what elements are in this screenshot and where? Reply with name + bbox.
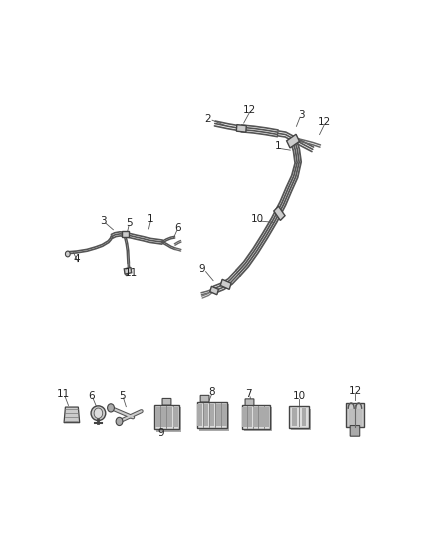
FancyBboxPatch shape [197, 403, 202, 426]
FancyBboxPatch shape [124, 268, 131, 274]
Text: 9: 9 [198, 264, 205, 274]
FancyBboxPatch shape [243, 407, 271, 431]
FancyBboxPatch shape [161, 407, 166, 427]
Text: 3: 3 [100, 216, 106, 226]
Text: 12: 12 [242, 105, 255, 115]
FancyBboxPatch shape [350, 425, 359, 436]
FancyBboxPatch shape [222, 403, 226, 426]
Text: 6: 6 [173, 223, 180, 233]
Circle shape [65, 251, 70, 257]
FancyBboxPatch shape [247, 407, 252, 427]
Text: 10: 10 [292, 391, 305, 401]
FancyBboxPatch shape [200, 395, 208, 402]
FancyBboxPatch shape [286, 134, 299, 148]
FancyBboxPatch shape [244, 399, 253, 406]
FancyBboxPatch shape [220, 279, 230, 289]
Text: 9: 9 [157, 427, 163, 438]
FancyBboxPatch shape [162, 399, 170, 405]
Text: 12: 12 [347, 386, 361, 397]
Text: 5: 5 [125, 218, 132, 228]
FancyBboxPatch shape [291, 408, 296, 425]
Text: 7: 7 [245, 389, 251, 399]
FancyBboxPatch shape [203, 403, 208, 426]
Text: 12: 12 [317, 117, 330, 127]
Text: 4: 4 [74, 254, 80, 264]
FancyBboxPatch shape [198, 404, 229, 431]
Text: 11: 11 [124, 268, 138, 278]
Text: 2: 2 [204, 114, 211, 124]
Ellipse shape [91, 406, 106, 421]
FancyBboxPatch shape [209, 286, 218, 295]
Text: 5: 5 [119, 391, 125, 401]
FancyBboxPatch shape [121, 231, 129, 237]
FancyBboxPatch shape [289, 406, 308, 427]
FancyBboxPatch shape [173, 407, 178, 427]
Text: 1: 1 [146, 214, 153, 224]
FancyBboxPatch shape [345, 403, 364, 427]
Text: 8: 8 [208, 387, 214, 397]
Text: 3: 3 [297, 110, 304, 120]
FancyBboxPatch shape [154, 405, 178, 429]
FancyBboxPatch shape [264, 407, 268, 427]
FancyBboxPatch shape [209, 403, 214, 426]
FancyBboxPatch shape [156, 407, 180, 432]
Text: 11: 11 [57, 389, 70, 399]
Circle shape [107, 404, 114, 412]
FancyBboxPatch shape [167, 407, 172, 427]
FancyBboxPatch shape [301, 408, 306, 425]
Ellipse shape [94, 408, 102, 418]
Text: 10: 10 [250, 214, 263, 224]
FancyBboxPatch shape [253, 407, 258, 427]
FancyBboxPatch shape [236, 125, 246, 132]
FancyBboxPatch shape [241, 407, 246, 427]
Circle shape [116, 417, 123, 425]
Text: 6: 6 [88, 391, 95, 401]
FancyBboxPatch shape [273, 206, 284, 221]
FancyBboxPatch shape [291, 409, 311, 430]
Text: 1: 1 [274, 141, 280, 151]
FancyBboxPatch shape [241, 405, 269, 429]
FancyBboxPatch shape [215, 403, 220, 426]
Polygon shape [64, 407, 80, 423]
FancyBboxPatch shape [258, 407, 263, 427]
FancyBboxPatch shape [155, 407, 159, 427]
FancyBboxPatch shape [196, 401, 227, 428]
